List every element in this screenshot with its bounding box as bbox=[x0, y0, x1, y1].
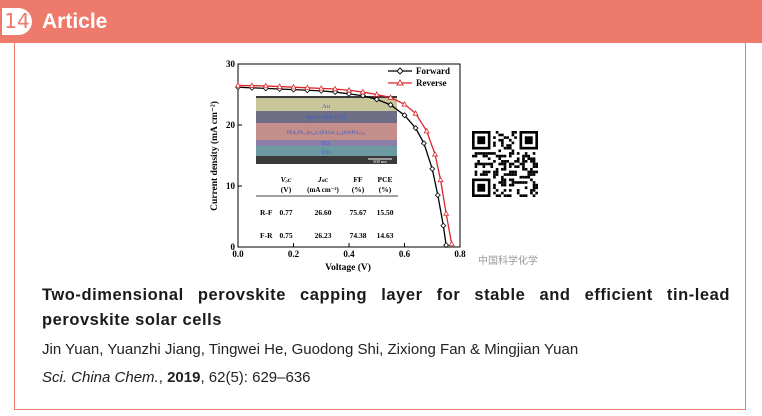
layer-label-tio2: TiO₂ bbox=[321, 142, 331, 147]
data-point-reverse bbox=[234, 82, 242, 88]
data-point-reverse bbox=[332, 85, 339, 92]
article-frame bbox=[14, 43, 746, 410]
watermark-text: 中国科学化学 bbox=[478, 256, 538, 267]
volume-pages: , 62(5): 629–636 bbox=[200, 369, 311, 386]
table-r1-c4: 15.50 bbox=[377, 208, 394, 217]
cross-section-inset: Au Spiro-OMeTAD PEA₂Pb₁₀Sn₀₅I₄/(FASnI₃)₀… bbox=[256, 96, 397, 164]
x-tick-label: 0.4 bbox=[343, 249, 355, 259]
data-point-forward bbox=[443, 242, 450, 249]
table-r1-c0: R-F bbox=[260, 208, 273, 217]
table-u-jsc: (mA cm⁻²) bbox=[307, 186, 339, 194]
data-point-reverse bbox=[318, 85, 325, 91]
y-tick-label: 0 bbox=[231, 242, 236, 252]
legend-forward: Forward bbox=[416, 66, 450, 76]
scale-bar-label: 500 nm bbox=[373, 159, 387, 164]
data-point-reverse bbox=[412, 110, 419, 116]
au-layer bbox=[256, 98, 397, 111]
data-point-reverse bbox=[276, 83, 283, 89]
y-axis-label: Current density (mA cm⁻²) bbox=[209, 101, 220, 211]
table-u-ff: (%) bbox=[352, 185, 365, 194]
x-tick-label: 0.0 bbox=[232, 249, 244, 259]
table-h-jsc: Jₛᴄ bbox=[317, 175, 329, 184]
data-point-reverse bbox=[248, 82, 255, 88]
data-point-forward bbox=[440, 222, 447, 229]
table-h-ff: FF bbox=[353, 175, 363, 184]
data-point-reverse bbox=[448, 240, 455, 247]
y-tick-label: 30 bbox=[226, 59, 236, 69]
data-point-forward bbox=[434, 192, 441, 199]
y-tick-label: 20 bbox=[226, 120, 236, 130]
table-u-voc: (V) bbox=[281, 185, 292, 194]
publication-year: 2019 bbox=[167, 369, 201, 386]
y-tick-label: 10 bbox=[226, 181, 236, 191]
data-point-forward bbox=[373, 96, 380, 103]
layer-label-au: Au bbox=[322, 103, 331, 110]
legend-reverse: Reverse bbox=[416, 78, 446, 88]
article-number: 14 bbox=[2, 8, 32, 35]
spiro-layer bbox=[256, 111, 397, 123]
table-r2-c3: 74.38 bbox=[350, 231, 367, 240]
data-point-reverse bbox=[290, 83, 297, 90]
data-point-forward bbox=[346, 90, 352, 97]
section-header: 14 Article bbox=[0, 0, 762, 43]
qr-code[interactable] bbox=[472, 131, 538, 197]
data-point-reverse bbox=[401, 100, 408, 107]
table-r2-c2: 26.23 bbox=[315, 231, 332, 240]
table-u-pce: (%) bbox=[379, 185, 392, 194]
paper-citation: Sci. China Chem., 2019, 62(5): 629–636 bbox=[42, 369, 311, 386]
layer-label-spiro: Spiro-OMeTAD bbox=[306, 115, 346, 121]
table-r1-c1: 0.77 bbox=[279, 208, 292, 217]
layer-label-ito: ITO bbox=[321, 150, 330, 156]
data-point-reverse bbox=[387, 94, 394, 100]
table-h-pce: PCE bbox=[378, 175, 393, 184]
data-point-reverse bbox=[359, 88, 366, 95]
data-point-reverse bbox=[373, 91, 380, 97]
data-point-forward bbox=[429, 165, 436, 172]
data-point-forward bbox=[420, 140, 427, 147]
jv-chart: Current density (mA cm⁻²) Voltage (V) Au… bbox=[209, 59, 466, 273]
x-tick-label: 0.8 bbox=[454, 249, 466, 259]
x-tick-label: 0.6 bbox=[399, 249, 411, 259]
tio2-layer bbox=[256, 140, 397, 146]
layer-label-perovskite: PEA₂Pb₁₀Sn₀₅I₄/(FASnI₃)₀₅(MAPbI₃)₀₅ bbox=[287, 131, 366, 136]
paper-authors: Jin Yuan, Yuanzhi Jiang, Tingwei He, Guo… bbox=[42, 341, 579, 358]
data-point-forward bbox=[412, 125, 419, 132]
table-r1-c3: 75.67 bbox=[350, 208, 367, 217]
data-point-reverse bbox=[431, 150, 439, 157]
data-point-reverse bbox=[304, 84, 311, 90]
perovskite-layer bbox=[256, 123, 397, 140]
data-point-forward bbox=[401, 112, 408, 119]
journal-name: Sci. China Chem. bbox=[42, 369, 159, 386]
data-point-reverse bbox=[423, 127, 430, 134]
data-point-forward bbox=[387, 101, 394, 108]
jv-figure: Current density (mA cm⁻²) Voltage (V) Au… bbox=[198, 56, 488, 276]
data-point-reverse bbox=[345, 86, 353, 93]
data-point-reverse bbox=[262, 82, 269, 89]
data-point-reverse bbox=[437, 176, 444, 183]
x-axis-label: Voltage (V) bbox=[325, 262, 371, 273]
table-r2-c4: 14.63 bbox=[377, 231, 394, 240]
table-r1-c2: 26.60 bbox=[315, 208, 332, 217]
paper-title: Two-dimensional perovskite capping layer… bbox=[42, 286, 730, 329]
table-r2-c0: F-R bbox=[260, 231, 273, 240]
table-h-voc: Vₒᴄ bbox=[281, 175, 292, 184]
data-point-reverse bbox=[443, 210, 450, 216]
x-tick-label: 0.2 bbox=[288, 249, 300, 259]
table-r2-c1: 0.75 bbox=[279, 231, 292, 240]
chart-legend: Forward Reverse bbox=[388, 66, 450, 88]
parameter-table: Vₒᴄ Jₛᴄ FF PCE (V) (mA cm⁻²) (%) (%) R-F… bbox=[256, 175, 398, 240]
ito-layer bbox=[256, 146, 397, 156]
section-label: Article bbox=[42, 10, 108, 33]
data-point-forward bbox=[359, 92, 366, 99]
